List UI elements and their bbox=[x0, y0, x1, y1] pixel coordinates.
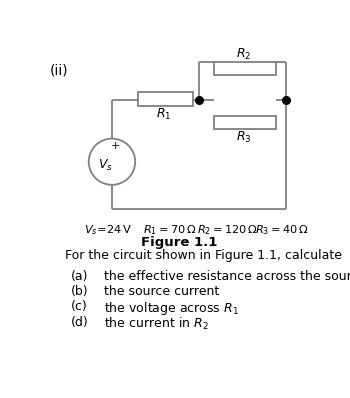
Bar bbox=[214, 115, 276, 129]
Text: (ii): (ii) bbox=[50, 63, 69, 77]
Text: For the circuit shown in Figure 1.1, calculate: For the circuit shown in Figure 1.1, cal… bbox=[65, 250, 342, 263]
Text: $R_1$: $R_1$ bbox=[156, 107, 172, 122]
Text: the current in $R_2$: the current in $R_2$ bbox=[104, 316, 209, 332]
Text: $V_s\!=\!24\,\mathrm{V}$: $V_s\!=\!24\,\mathrm{V}$ bbox=[84, 223, 133, 237]
Text: $V_s$: $V_s$ bbox=[98, 158, 113, 173]
Text: $R_2 = 120\,\Omega$: $R_2 = 120\,\Omega$ bbox=[197, 223, 258, 237]
Text: +: + bbox=[111, 141, 120, 151]
Text: the effective resistance across the source: the effective resistance across the sour… bbox=[104, 269, 350, 283]
Text: the source current: the source current bbox=[104, 285, 219, 298]
Text: (b): (b) bbox=[71, 285, 89, 298]
Bar bbox=[138, 92, 192, 106]
Text: Figure 1.1: Figure 1.1 bbox=[141, 236, 218, 250]
Text: the voltage across $R_1$: the voltage across $R_1$ bbox=[104, 300, 239, 317]
Text: $R_3$: $R_3$ bbox=[236, 130, 252, 145]
Text: $R_3 = 40\,\Omega$: $R_3 = 40\,\Omega$ bbox=[254, 223, 308, 237]
Text: (d): (d) bbox=[71, 316, 89, 329]
Text: $R_1 = 70\,\Omega$: $R_1 = 70\,\Omega$ bbox=[143, 223, 197, 237]
Text: (a): (a) bbox=[71, 269, 88, 283]
Text: (c): (c) bbox=[71, 300, 88, 313]
Bar bbox=[214, 62, 276, 76]
Text: $R_2$: $R_2$ bbox=[236, 47, 251, 62]
